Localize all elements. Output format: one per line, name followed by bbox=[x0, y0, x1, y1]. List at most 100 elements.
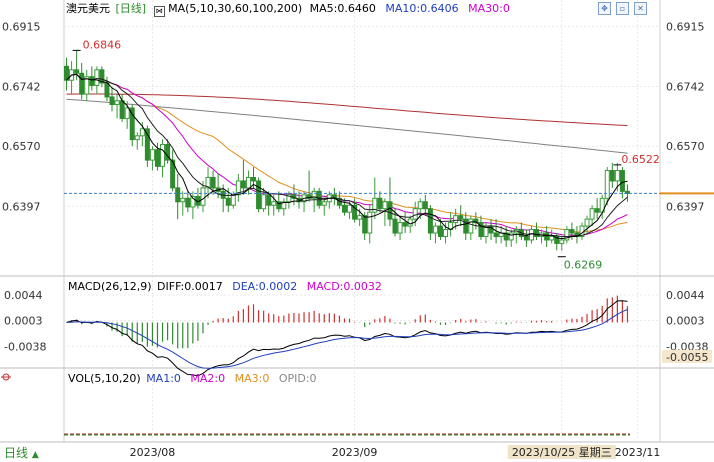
low-annotation: 0.6269 bbox=[564, 259, 603, 272]
time-label-1: 2023/09 bbox=[332, 446, 378, 459]
macd-title: MACD(26,12,9) bbox=[68, 280, 152, 293]
candle-body-80 bbox=[468, 218, 474, 234]
last-annotation: 0.6522 bbox=[621, 153, 660, 166]
price-tick-left-2: 0.6570 bbox=[2, 140, 41, 153]
candle-body-63 bbox=[382, 201, 388, 210]
candle-body-19 bbox=[160, 143, 166, 167]
candle-body-14 bbox=[134, 135, 140, 141]
candle-body-82 bbox=[478, 222, 484, 237]
candle-body-2 bbox=[74, 69, 80, 74]
ma100-line bbox=[66, 98, 628, 154]
candle-body-12 bbox=[124, 107, 130, 119]
candle-body-16 bbox=[144, 128, 150, 161]
price-tick-right-3: 0.6397 bbox=[666, 200, 705, 213]
candle-body-99 bbox=[564, 229, 570, 241]
candle-body-36 bbox=[245, 176, 251, 189]
macd-header: MACD(26,12,9) DIFF:0.0017 DEA:0.0002 MAC… bbox=[68, 280, 382, 294]
candle-body-73 bbox=[432, 225, 438, 234]
price-tick-left-1: 0.6742 bbox=[2, 80, 41, 93]
macd-diff: DIFF:0.0017 bbox=[157, 280, 223, 293]
candle-body-24 bbox=[185, 197, 191, 208]
candle-body-58 bbox=[357, 215, 363, 220]
time-label-0: 2023/08 bbox=[130, 446, 176, 459]
candle-body-51 bbox=[321, 201, 327, 206]
candle-body-79 bbox=[463, 218, 469, 234]
candle-body-48 bbox=[306, 194, 312, 199]
ma-params: MA(5,10,30,60,100,200) bbox=[168, 2, 303, 15]
price-tick-right-2: 0.6570 bbox=[666, 140, 705, 153]
candle-body-91 bbox=[523, 235, 529, 241]
candle-body-23 bbox=[180, 197, 186, 203]
candle-body-40 bbox=[266, 194, 272, 206]
candle-body-0 bbox=[64, 65, 70, 81]
candle-body-109 bbox=[614, 170, 620, 182]
candle-body-55 bbox=[341, 204, 347, 213]
candle-body-38 bbox=[256, 180, 262, 210]
candle-body-111 bbox=[624, 190, 630, 194]
candle-body-97 bbox=[554, 235, 560, 244]
price-tick-left-3: 0.6397 bbox=[2, 200, 41, 213]
minimize-icon[interactable]: ▫ bbox=[616, 2, 629, 15]
ma-indicator-icon[interactable]: ⋈ bbox=[153, 6, 165, 17]
price-tick-right-0: 0.6915 bbox=[666, 20, 705, 33]
candle-body-49 bbox=[311, 190, 317, 199]
candle-body-35 bbox=[240, 180, 246, 189]
candle-body-59 bbox=[362, 215, 368, 234]
period-selector[interactable]: [日线] bbox=[115, 2, 147, 15]
candle-body-8 bbox=[104, 82, 110, 98]
candle-body-105 bbox=[594, 208, 600, 213]
candle-body-10 bbox=[114, 100, 120, 106]
candle-body-3 bbox=[79, 72, 85, 95]
candle-body-75 bbox=[443, 229, 449, 237]
vol-ma1: MA1:0 bbox=[146, 372, 181, 385]
candle-body-69 bbox=[412, 208, 418, 220]
close-icon[interactable]: ✕ bbox=[634, 2, 647, 15]
candle-body-27 bbox=[200, 187, 206, 206]
candle-body-78 bbox=[458, 215, 464, 220]
ma10-value: MA10:0.6406 bbox=[385, 2, 459, 15]
candle-body-6 bbox=[94, 69, 100, 86]
candle-body-42 bbox=[276, 201, 282, 210]
ma5-value: MA5:0.6460 bbox=[309, 2, 376, 15]
candle-body-5 bbox=[89, 76, 95, 86]
price-tick-left-0: 0.6915 bbox=[2, 20, 41, 33]
candle-body-41 bbox=[271, 201, 277, 206]
ma30-value: MA30:0 bbox=[468, 2, 510, 15]
ma60-line bbox=[66, 73, 628, 233]
candle-body-104 bbox=[589, 208, 595, 220]
vol-header: VOL(5,10,20) MA1:0 MA2:0 MA3:0 OPID:0 bbox=[68, 372, 317, 386]
candle-body-67 bbox=[402, 222, 408, 227]
time-label-3: 2023/11 bbox=[615, 446, 661, 459]
candle-body-7 bbox=[99, 69, 105, 84]
candle-body-103 bbox=[584, 218, 590, 227]
candle-body-81 bbox=[473, 218, 479, 224]
vol-title: VOL(5,10,20) bbox=[68, 372, 141, 385]
candle-body-33 bbox=[230, 194, 236, 206]
vol-ma3: MA3:0 bbox=[234, 372, 270, 385]
candle-body-107 bbox=[604, 170, 610, 199]
candle-body-44 bbox=[286, 194, 292, 203]
candle-body-98 bbox=[559, 239, 565, 244]
footer-period[interactable]: 日线 ▲ bbox=[4, 446, 39, 462]
candle-body-21 bbox=[170, 159, 176, 189]
candle-body-110 bbox=[619, 170, 625, 192]
macd-tick-left-0: 0.0044 bbox=[4, 289, 43, 302]
candle-body-88 bbox=[508, 232, 514, 241]
symbol-name: 澳元美元 bbox=[66, 2, 110, 15]
period-dropdown-icon: ▲ bbox=[31, 450, 39, 460]
candle-body-87 bbox=[503, 232, 509, 241]
macd-macd: MACD:0.0032 bbox=[306, 280, 382, 293]
zoom-icon[interactable]: ✥ bbox=[598, 2, 611, 15]
candle-body-28 bbox=[205, 176, 211, 189]
candle-body-62 bbox=[377, 197, 383, 210]
candle-body-13 bbox=[129, 107, 135, 141]
candle-body-64 bbox=[387, 201, 393, 220]
candle-body-71 bbox=[422, 201, 428, 210]
candle-body-43 bbox=[281, 201, 287, 210]
candle-body-65 bbox=[392, 218, 398, 234]
candle-body-18 bbox=[154, 149, 160, 167]
candle-body-100 bbox=[569, 229, 575, 234]
high-annotation: 0.6846 bbox=[83, 38, 122, 51]
vol-opid: OPID:0 bbox=[278, 372, 317, 385]
